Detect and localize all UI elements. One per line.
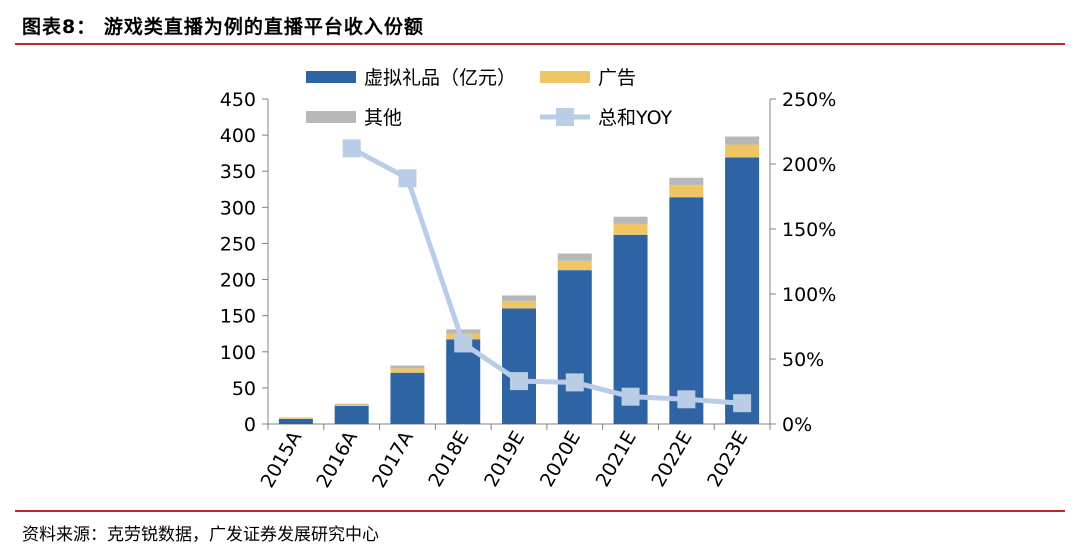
bar-gift-2015A [278,418,313,424]
title-divider [15,43,1065,45]
page-title: 图表8： 游戏类直播为例的直播平台收入份额 [22,16,424,38]
yoy-marker-2018E [454,334,473,353]
legend-other-label: 其他 [364,107,402,129]
bar-other-2021E [613,216,648,224]
bar-ads-2021E [613,223,648,235]
left-axis-tick-label: 50 [232,378,256,400]
bar-ads-2022E [669,184,704,198]
legend-other-swatch [306,111,356,123]
left-axis-tick-label: 300 [220,197,256,219]
x-tick-label-2023E: 2023E [703,428,752,491]
bar-other-2015A [278,417,313,419]
bar-other-2023E [725,136,760,145]
bar-other-2022E [669,177,704,185]
yoy-marker-2020E [565,373,584,392]
bar-gift-2017A [390,372,425,424]
x-tick-label-2017A: 2017A [368,428,418,492]
left-axis-tick-label: 400 [220,125,256,147]
source-note: 资料来源：克劳锐数据，广发证券发展研究中心 [22,525,379,545]
x-tick-label-2016A: 2016A [312,428,362,492]
right-axis-tick-label: 50% [782,349,824,371]
chart-yoy-line [342,139,752,413]
right-axis-tick-label: 200% [782,154,836,176]
chart-x-tick-labels: 2015A 2016A 2017A 2018E 2019E 2020E 2021E 2022E… [256,428,752,492]
bar-ads-2023E [725,144,760,158]
bar-other-2016A [334,403,369,405]
bar-other-2019E [502,295,536,302]
stacked-bar-line-chart: 0 50 100 150 200 250 300 350 400 450 0% 50% 100% 150%… [220,67,837,492]
x-tick-label-2019E: 2019E [480,428,529,491]
legend-ads-label: 广告 [598,67,636,89]
left-axis-tick-label: 350 [220,161,256,183]
yoy-marker-2017A [398,169,417,188]
left-axis-tick-label: 250 [220,233,256,255]
chart-axes: 0 50 100 150 200 250 300 350 400 450 0% 50% 100% 150%… [220,89,837,436]
bar-ads-2016A [334,404,369,406]
bar-gift-2020E [557,270,592,424]
bar-ads-2019E [502,301,536,309]
x-tick-label-2018E: 2018E [424,428,473,491]
left-axis-tick-label: 150 [220,306,256,328]
bar-other-2020E [557,253,592,261]
bar-other-2017A [390,365,425,369]
x-tick-label-2020E: 2020E [536,428,585,491]
legend-gift-label: 虚拟礼品（亿元） [364,67,516,89]
bar-ads-2017A [390,368,425,373]
bar-other-2018E [446,329,481,334]
legend-yoy-label: 总和YOY [598,107,672,129]
x-tick-label-2021E: 2021E [592,428,641,491]
left-axis-tick-label: 450 [220,89,256,111]
bar-ads-2020E [557,260,592,271]
chart-bars [278,136,760,424]
right-axis-tick-label: 100% [782,284,836,306]
left-axis-tick-label: 0 [244,414,256,436]
yoy-line-path [350,146,743,406]
yoy-marker-2019E [510,372,528,391]
bar-gift-2016A [334,405,369,424]
yoy-marker-2023E [733,394,752,413]
x-tick-label-2022E: 2022E [647,428,696,491]
left-axis-tick-label: 100 [220,342,256,364]
footer-divider [15,510,1065,512]
legend-ads-swatch [540,71,590,83]
bar-ads-2015A [278,418,313,419]
right-axis-tick-label: 250% [782,89,836,111]
legend-gift-swatch [306,71,356,83]
x-tick-label-2015A: 2015A [256,428,306,492]
yoy-marker-2016A [342,139,361,158]
bar-gift-2019E [502,308,536,424]
bar-gift-2023E [725,157,760,424]
right-axis-tick-label: 0% [782,414,812,436]
left-axis-tick-label: 200 [220,270,256,292]
legend-yoy-marker [556,108,574,126]
right-axis-tick-label: 150% [782,219,836,241]
bar-gift-2022E [669,197,704,424]
yoy-marker-2021E [621,387,640,406]
yoy-marker-2022E [677,390,696,409]
